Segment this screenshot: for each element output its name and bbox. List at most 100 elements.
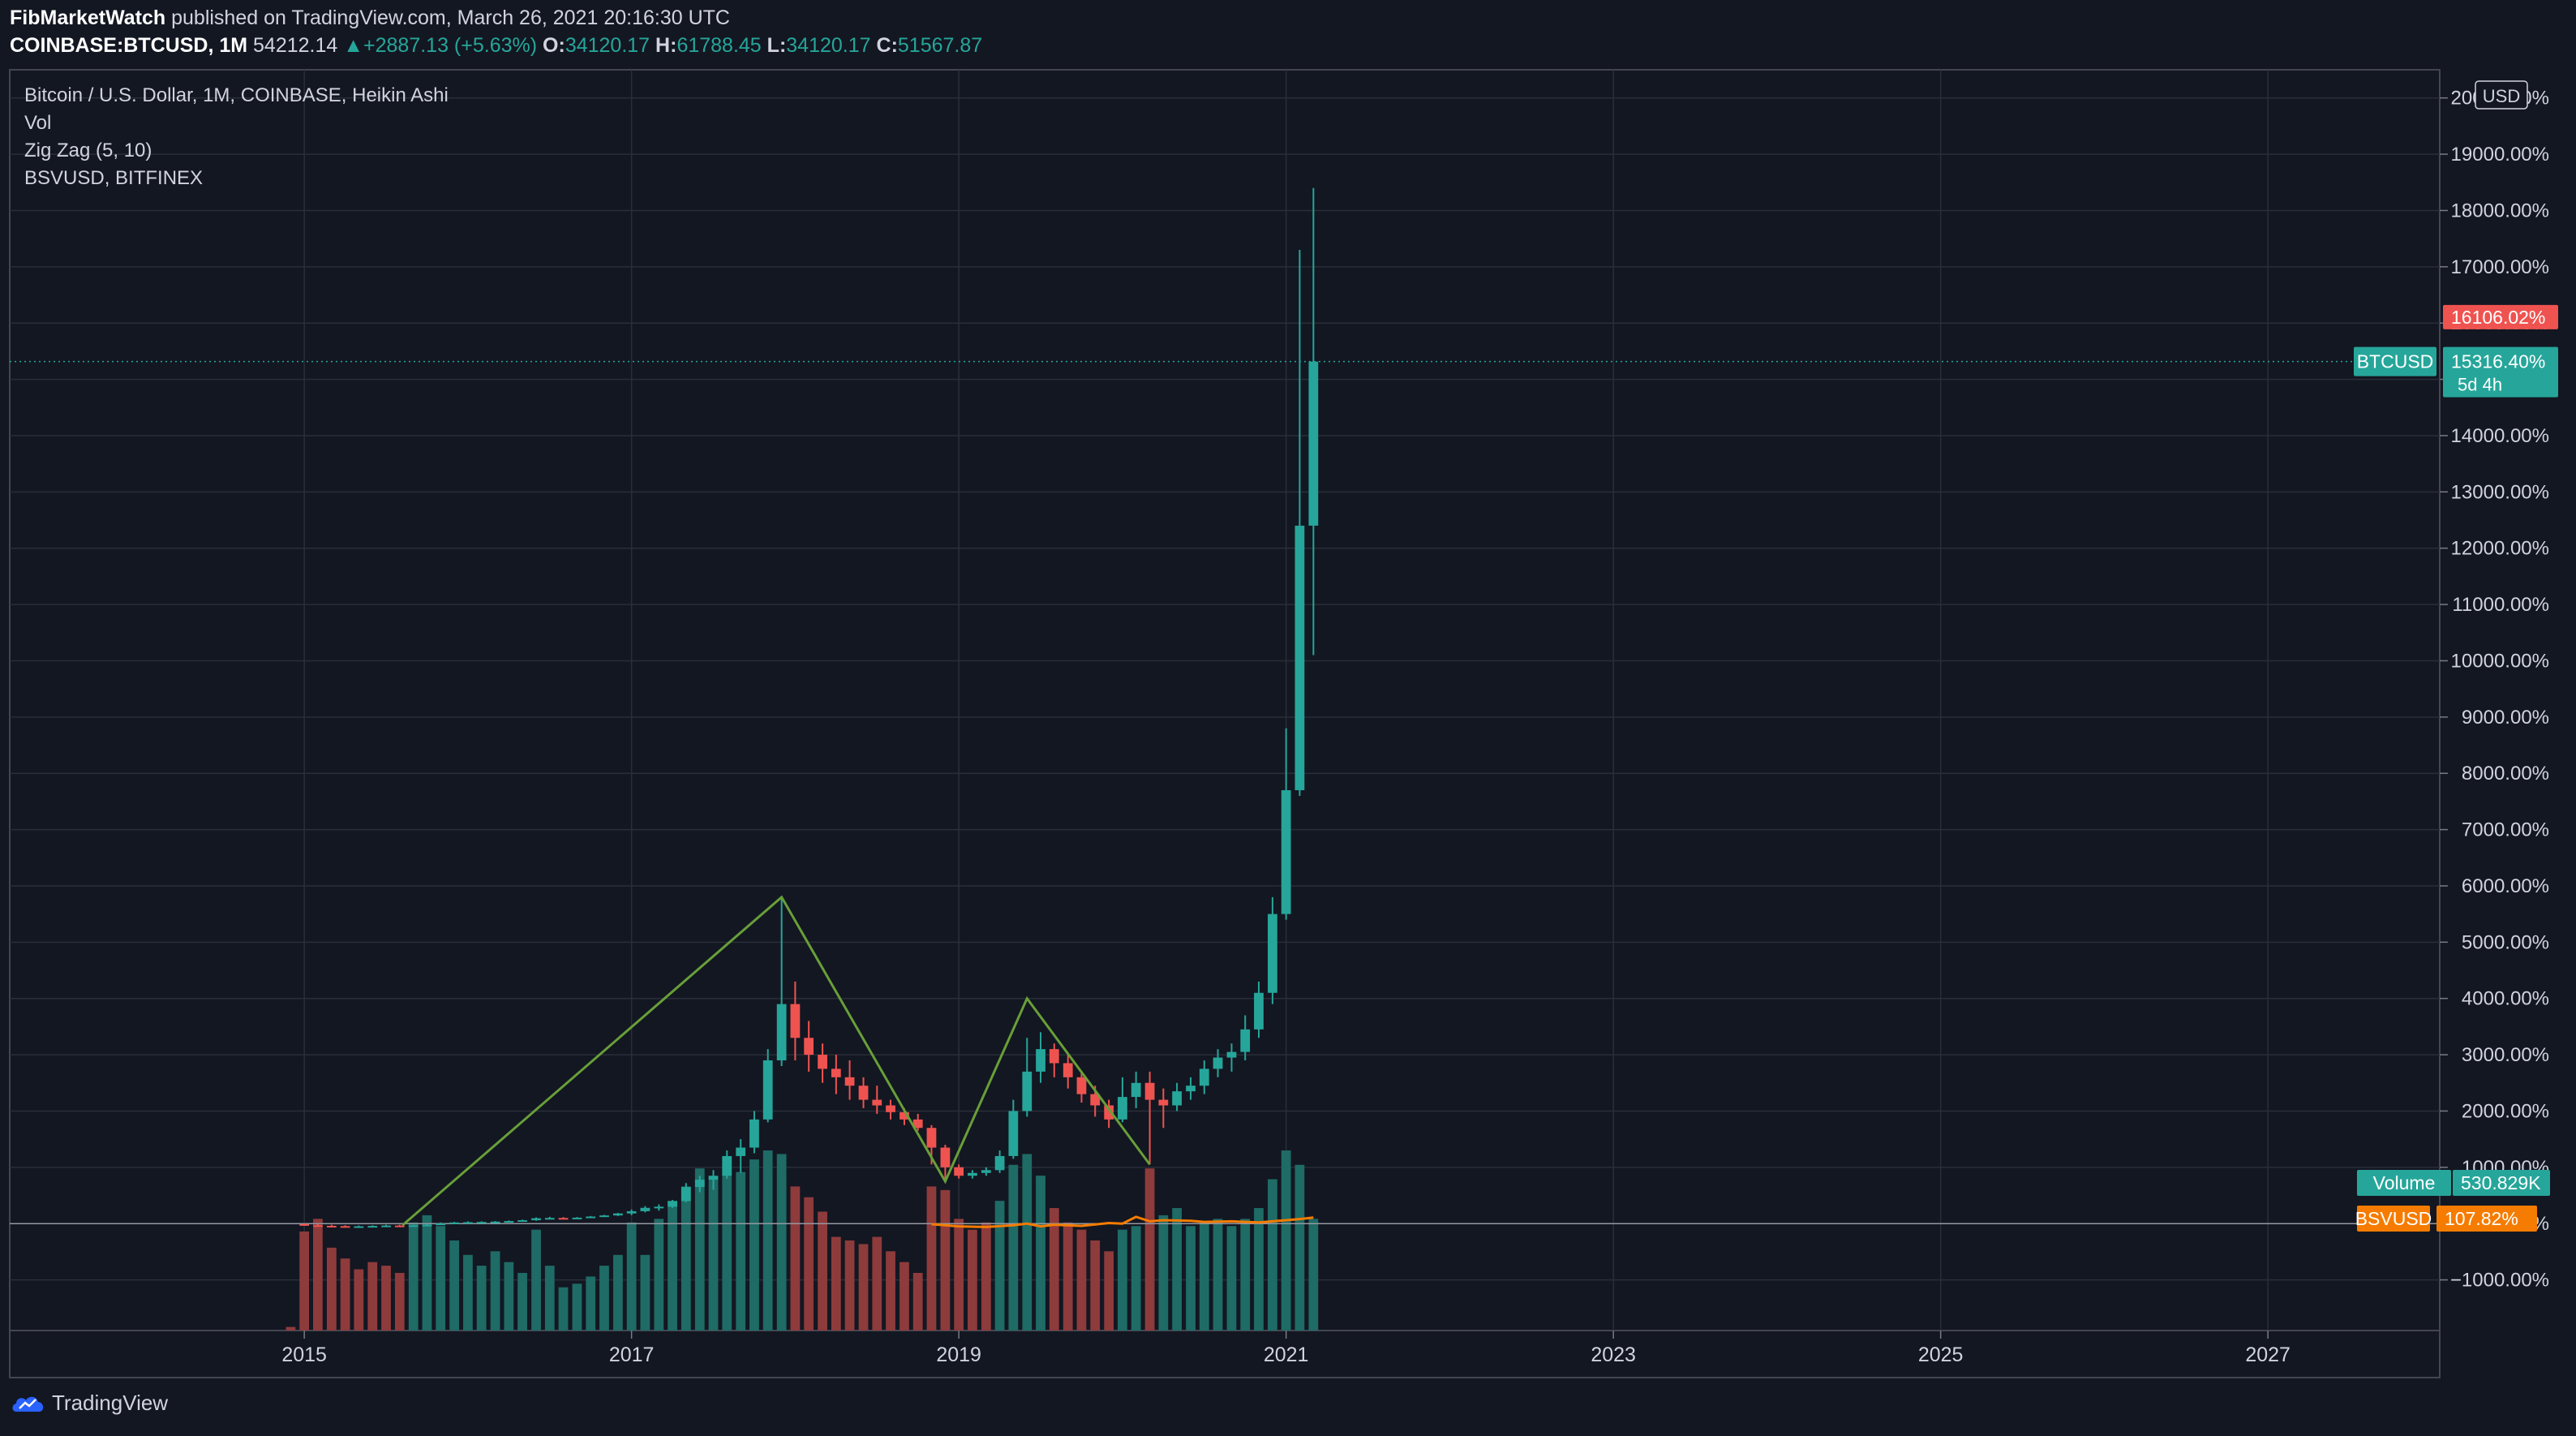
candle-body [858, 1086, 869, 1100]
candle-body [613, 1213, 623, 1216]
candle-body [367, 1226, 378, 1228]
volume-bar [1158, 1215, 1169, 1331]
candle-body [354, 1226, 364, 1228]
volume-bar [326, 1247, 337, 1331]
volume-bar [680, 1186, 691, 1331]
candle-body [626, 1210, 637, 1214]
candle-body [490, 1221, 500, 1223]
candle-body [736, 1147, 746, 1156]
brand-label: TradingView [52, 1391, 169, 1415]
volume-bar [586, 1276, 596, 1331]
candle-body [1090, 1094, 1101, 1106]
zigzag-polyline [401, 895, 1151, 1227]
bsvusd-polyline [931, 1215, 1314, 1228]
volume-bar [313, 1219, 323, 1331]
volume-bar [804, 1197, 814, 1331]
candle-body [1104, 1105, 1114, 1120]
volume-bar [1131, 1226, 1141, 1331]
candle-body [1118, 1097, 1127, 1120]
legend-zigzag[interactable]: Zig Zag (5, 10) [24, 140, 152, 161]
candle-body [680, 1187, 691, 1202]
volume-bar [476, 1266, 487, 1331]
zigzag-line[interactable] [401, 895, 1151, 1227]
currency-label: USD [2483, 86, 2520, 106]
bsv-value-tag-bg [2436, 1206, 2537, 1232]
volume-bar [1186, 1226, 1196, 1331]
pane-border [9, 69, 2441, 1378]
volume-bar [1104, 1251, 1114, 1331]
candle-body [463, 1222, 473, 1224]
volume-histogram [286, 1150, 1319, 1331]
volume-bar [299, 1231, 310, 1331]
price-tick-label: 8000.00% [2462, 763, 2549, 785]
price-axis[interactable]: 20000.00%19000.00%18000.00%17000.00%1600… [2440, 80, 2549, 1292]
volume-bar [1118, 1229, 1127, 1331]
candle-body [640, 1207, 650, 1211]
candle-body [1076, 1077, 1087, 1094]
publisher-name[interactable]: FibMarketWatch [10, 6, 166, 29]
bsv-name-tag-bg [2357, 1206, 2430, 1232]
candle-body [449, 1222, 460, 1224]
currency-badge [2475, 80, 2528, 110]
volume-bar [1240, 1219, 1251, 1331]
legend-compare[interactable]: BSVUSD, BITFINEX [24, 167, 204, 189]
volume-bar [1049, 1208, 1059, 1331]
candle-body [313, 1225, 323, 1227]
volume-bar [504, 1262, 514, 1331]
volume-bar [831, 1236, 841, 1331]
volume-value-tag-bg [2453, 1170, 2550, 1196]
candle-body [1186, 1086, 1196, 1092]
candle-body [326, 1225, 337, 1227]
change-arrow-icon: ▲ [343, 34, 364, 57]
price-tags: 16106.02% BTCUSD 15316.40% 5d 4h Volume 530.8… [2354, 304, 2558, 1232]
symbol-label[interactable]: COINBASE:BTCUSD, 1M [10, 34, 248, 57]
candle-body [1281, 790, 1291, 914]
bsv-name-tag: BSVUSD [2355, 1208, 2432, 1229]
high-price-tag-bg [2443, 304, 2558, 329]
volume-bar [1294, 1164, 1305, 1331]
candle-body [531, 1218, 541, 1221]
candle-body [749, 1119, 759, 1148]
low-value: 34120.17 [786, 34, 871, 57]
time-tick-label: 2027 [2245, 1344, 2290, 1366]
volume-bar [694, 1168, 705, 1331]
btcusd-candles[interactable] [299, 187, 1319, 1228]
time-axis[interactable]: 2015 2017 2019 2021 2023 2025 2027 [281, 1331, 2290, 1366]
footer-brand[interactable]: TradingView [11, 1391, 168, 1416]
volume-bar [1254, 1208, 1264, 1331]
volume-bar [1036, 1176, 1045, 1331]
legend-vol[interactable]: Vol [24, 112, 52, 134]
candle-body [1199, 1068, 1209, 1086]
candle-body [818, 1055, 827, 1069]
volume-bar [981, 1222, 991, 1331]
price-tick-label: 5000.00% [2462, 931, 2549, 953]
volume-bar [858, 1244, 869, 1331]
volume-bar [599, 1266, 609, 1331]
btc-value-tag-bg [2443, 346, 2558, 398]
ohlc-bar: COINBASE:BTCUSD, 1M 54212.14 ▲+2887.13 (… [10, 34, 982, 58]
candle-body [504, 1221, 514, 1223]
candle-body [1308, 361, 1319, 526]
volume-bar [463, 1254, 473, 1331]
volume-bar [926, 1186, 937, 1331]
candle-body [1254, 992, 1264, 1030]
volume-bar [626, 1222, 637, 1331]
candle-body [886, 1105, 895, 1112]
volume-bar [654, 1219, 664, 1331]
btc-name-tag: BTCUSD [2357, 351, 2434, 372]
bsvusd-line[interactable] [931, 1215, 1314, 1228]
candle-body [654, 1206, 664, 1209]
price-tick-label: 4000.00% [2462, 988, 2549, 1010]
open-value: 34120.17 [565, 34, 650, 57]
high-price-tag: 16106.02% [2451, 307, 2545, 328]
time-tick-label: 2025 [1918, 1344, 1964, 1366]
volume-bar [1144, 1168, 1155, 1331]
price-tick-label: 6000.00% [2462, 875, 2549, 897]
legend-main[interactable]: Bitcoin / U.S. Dollar, 1M, COINBASE, Hei… [24, 84, 449, 106]
candle-body [1172, 1091, 1182, 1106]
volume-bar [422, 1215, 432, 1331]
volume-bar [490, 1251, 500, 1331]
candle-body [1144, 1082, 1155, 1100]
price-tick-label: 14000.00% [2451, 425, 2549, 447]
